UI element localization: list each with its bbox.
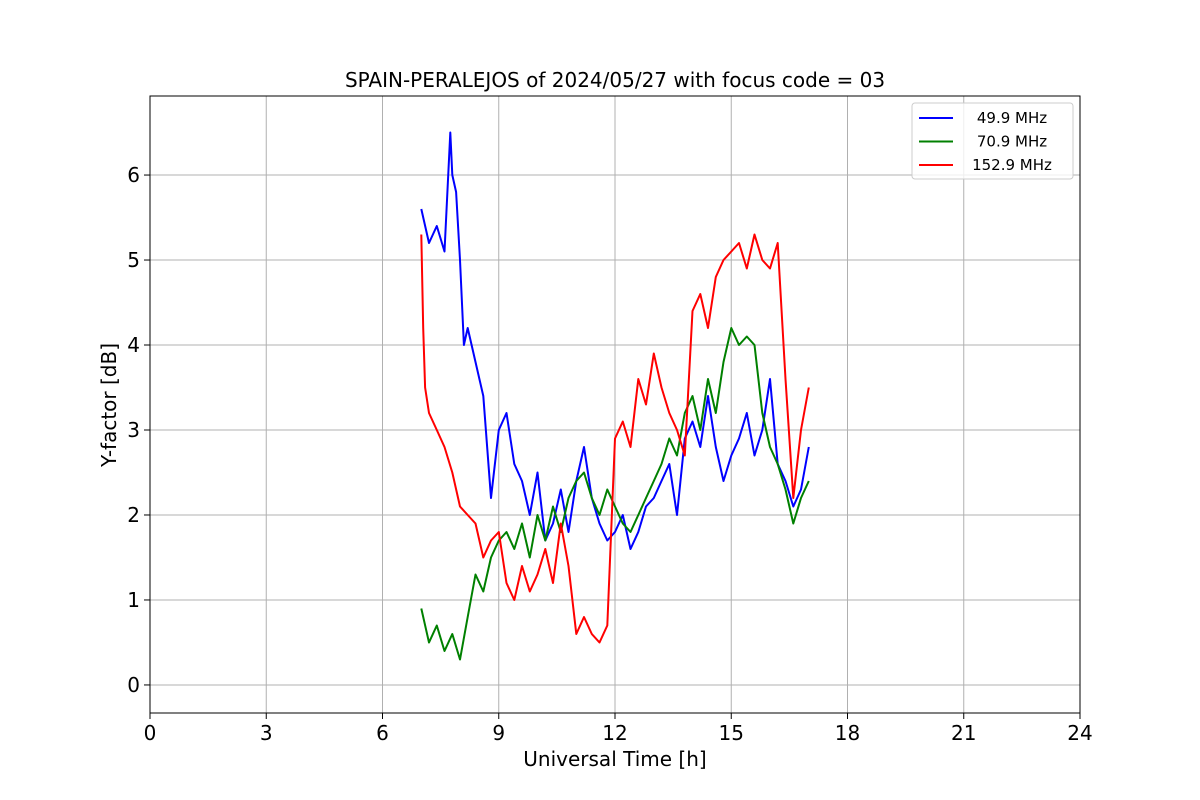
y-tick-label: 3 xyxy=(127,418,140,442)
legend-box xyxy=(911,102,1074,180)
legend: 49.9 MHz 70.9 MHz 152.9 MHz xyxy=(911,102,1074,180)
x-tick-label: 3 xyxy=(260,721,273,745)
chart-title: SPAIN-PERALEJOS of 2024/05/27 with focus… xyxy=(345,68,885,92)
y-tick-label: 1 xyxy=(127,588,140,612)
x-tick-label: 15 xyxy=(719,721,744,745)
x-axis-ticks: 0 3 6 9 12 15 18 21 24 xyxy=(144,713,1093,745)
x-tick-label: 9 xyxy=(492,721,505,745)
y-axis-title: Y-factor [dB] xyxy=(97,343,121,468)
x-axis-title: Universal Time [h] xyxy=(523,747,706,771)
series-line-1 xyxy=(420,327,810,661)
y-tick-label: 0 xyxy=(127,673,140,697)
x-tick-label: 18 xyxy=(835,721,860,745)
y-tick-label: 5 xyxy=(127,248,140,272)
y-axis-ticks: 0 1 2 3 4 5 6 xyxy=(127,163,150,697)
legend-label-0: 49.9 MHz xyxy=(977,109,1047,127)
plot-series-group xyxy=(420,131,810,661)
series-line-0 xyxy=(420,131,810,550)
y-tick-label: 6 xyxy=(127,163,140,187)
x-tick-label: 24 xyxy=(1067,721,1092,745)
x-tick-label: 12 xyxy=(602,721,627,745)
legend-label-1: 70.9 MHz xyxy=(977,133,1047,151)
y-tick-label: 2 xyxy=(127,503,140,527)
x-tick-label: 0 xyxy=(144,721,157,745)
series-line-2 xyxy=(420,233,810,644)
x-tick-label: 6 xyxy=(376,721,389,745)
y-tick-label: 4 xyxy=(127,333,140,357)
x-tick-label: 21 xyxy=(951,721,976,745)
legend-label-2: 152.9 MHz xyxy=(972,156,1052,174)
